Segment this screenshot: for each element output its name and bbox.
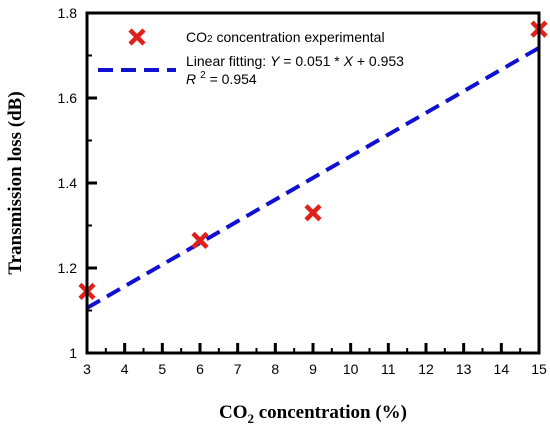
data-point	[191, 231, 209, 249]
x-marker-stroke	[304, 204, 322, 222]
x-tick-label: 11	[381, 361, 396, 377]
y-tick-label: 1.6	[58, 90, 78, 106]
experimental-series	[78, 20, 548, 300]
x-tick-label: 5	[158, 361, 166, 377]
y-tick-label: 1.8	[58, 5, 78, 21]
x-tick-label: 6	[196, 361, 204, 377]
x-tick-label: 9	[309, 361, 317, 377]
x-tick-label: 8	[271, 361, 279, 377]
x-marker-stroke	[191, 231, 209, 249]
y-axis-title: Transmission loss (dB)	[5, 91, 26, 274]
data-point	[304, 204, 322, 222]
x-tick-label: 14	[494, 361, 510, 377]
plot-frame	[85, 11, 541, 355]
legend-marker-experimental	[128, 28, 146, 46]
x-tick-label: 7	[234, 361, 242, 377]
y-tick-label: 1.2	[58, 260, 78, 276]
fit-line-series	[86, 46, 540, 310]
x-marker-stroke	[128, 28, 146, 46]
tick-labels: 3 4 5 6 7 8 9 10 11 12 13 14 15 1 1.2 1.4 1.6 1.8	[58, 5, 547, 377]
x-tick-label: 4	[121, 361, 129, 377]
legend-label-fit: Linear fitting: Y = 0.051 * X + 0.953	[186, 53, 404, 69]
y-tick-label: 1.4	[58, 175, 78, 191]
legend-x-marker	[128, 28, 146, 46]
x-tick-label: 10	[343, 361, 359, 377]
x-tick-label: 13	[456, 361, 472, 377]
legend-label-experimental: CO2 concentration experimental	[186, 29, 385, 45]
x-axis-title: CO2 concentration (%)	[219, 402, 407, 426]
y-tick-label: 1	[69, 345, 77, 361]
x-tick-label: 12	[418, 361, 434, 377]
x-tick-label: 3	[83, 361, 91, 377]
fit-line	[86, 46, 540, 310]
legend: CO2 concentration experimental Linear fi…	[98, 28, 404, 87]
x-tick-label: 15	[531, 361, 547, 377]
